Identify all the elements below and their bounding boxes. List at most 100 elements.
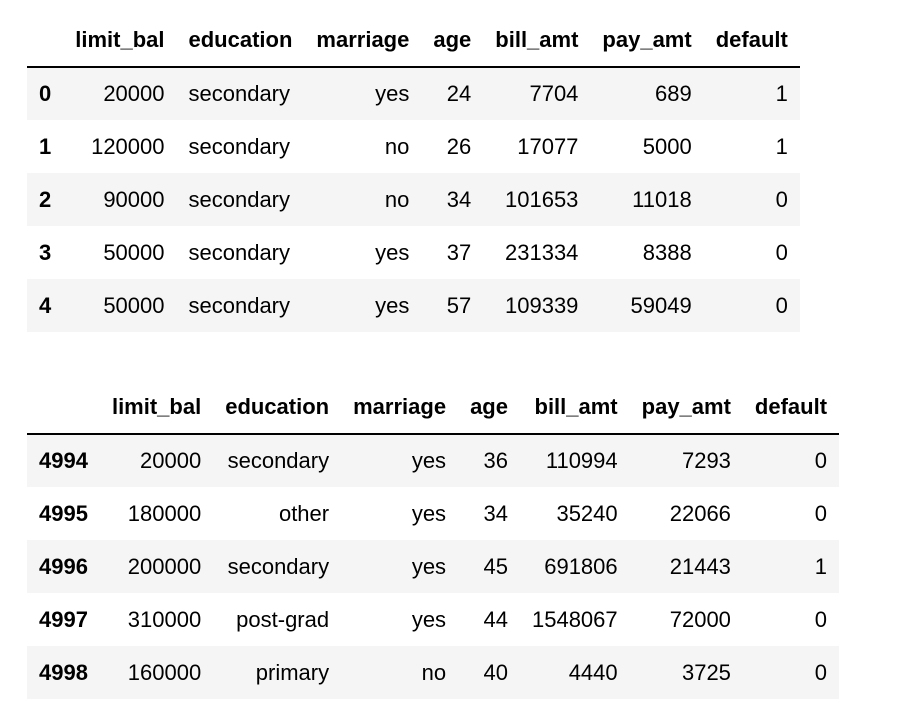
cell-default: 0 <box>814 500 828 526</box>
cell-education: secondary <box>188 81 291 106</box>
cell-age: 34 <box>483 500 508 526</box>
cell-marriage: yes <box>375 81 410 106</box>
cell-default: 0 <box>775 239 788 265</box>
table-row: 3 50000 secondary yes 37 231334 8388 0 <box>27 226 800 279</box>
cell-education: primary <box>255 659 330 685</box>
cell-pay-amt: 72000 <box>669 606 731 632</box>
cell-education: secondary <box>188 133 291 159</box>
cell-bill-amt: 1548067 <box>531 606 618 632</box>
cell-limit-bal: 50000 <box>103 292 165 318</box>
cell-age: 34 <box>446 186 472 212</box>
cell-pay-amt: 7293 <box>681 448 731 473</box>
cell-pay-amt: 5000 <box>642 133 692 159</box>
cell-limit-bal: 200000 <box>127 553 202 579</box>
column-header-limit-bal: limit_bal <box>63 14 177 68</box>
column-header-marriage: marriage <box>341 381 459 435</box>
cell-limit-bal: 90000 <box>103 186 165 212</box>
cell-age: 36 <box>483 448 508 473</box>
table-row: 4997 310000 post-grad yes 44 1548067 720… <box>27 593 839 646</box>
cell-bill-amt: 4440 <box>568 659 618 685</box>
cell-education: secondary <box>188 239 291 265</box>
cell-marriage: yes <box>375 292 410 318</box>
cell-bill-amt: 109339 <box>505 292 579 318</box>
cell-pay-amt: 59049 <box>630 292 692 318</box>
column-header-marriage: marriage <box>304 14 422 68</box>
column-header-limit-bal: limit_bal <box>99 381 214 435</box>
column-header-education: education <box>176 14 305 68</box>
row-index: 4994 <box>39 448 88 473</box>
cell-default: 1 <box>814 553 828 579</box>
cell-education: secondary <box>227 448 330 473</box>
cell-marriage: yes <box>375 239 410 265</box>
cell-bill-amt: 17077 <box>517 133 579 159</box>
row-index: 4997 <box>39 606 88 632</box>
row-index: 2 <box>39 186 52 212</box>
row-index: 1 <box>39 133 52 159</box>
cell-limit-bal: 20000 <box>140 448 202 473</box>
cell-education: secondary <box>227 553 330 579</box>
cell-age: 45 <box>483 553 508 579</box>
column-header-bill-amt: bill_amt <box>519 381 630 435</box>
table-row: 4996 200000 secondary yes 45 691806 2144… <box>27 540 840 593</box>
dataframe-tail-table: limit_bal education marriage age bill_am… <box>27 381 840 699</box>
row-index: 3 <box>39 239 52 265</box>
table-row: 4995 180000 other yes 34 35240 22066 0 <box>27 487 839 540</box>
column-header-age: age <box>458 381 520 435</box>
cell-pay-amt: 689 <box>654 81 692 106</box>
index-header <box>27 14 64 68</box>
cell-bill-amt: 691806 <box>544 553 618 579</box>
header-row: limit_bal education marriage age bill_am… <box>27 14 800 68</box>
table-row: 4998 160000 primary no 40 4440 3725 0 <box>27 646 840 699</box>
cell-default: 0 <box>814 448 828 473</box>
cell-bill-amt: 231334 <box>505 239 579 265</box>
table-row: 0 20000 secondary yes 24 7704 689 1 <box>27 67 800 120</box>
cell-default: 0 <box>775 292 788 318</box>
cell-limit-bal: 180000 <box>127 500 202 526</box>
cell-limit-bal: 20000 <box>103 81 165 106</box>
table-row: 4994 20000 secondary yes 36 110994 7293 … <box>27 434 840 487</box>
cell-pay-amt: 22066 <box>669 500 731 526</box>
cell-marriage: yes <box>411 448 447 473</box>
cell-marriage: no <box>384 186 410 212</box>
cell-education: secondary <box>188 292 291 318</box>
cell-age: 24 <box>446 81 472 106</box>
header-row: limit_bal education marriage age bill_am… <box>27 381 840 435</box>
cell-marriage: yes <box>411 553 447 579</box>
cell-age: 40 <box>483 659 508 685</box>
table-row: 1 120000 secondary no 26 17077 5000 1 <box>27 120 800 173</box>
cell-marriage: no <box>421 659 447 685</box>
cell-bill-amt: 101653 <box>505 186 579 212</box>
table-row: 4 50000 secondary yes 57 109339 59049 0 <box>27 279 800 332</box>
column-header-default: default <box>742 381 840 435</box>
cell-education: secondary <box>188 186 291 212</box>
cell-pay-amt: 8388 <box>642 239 692 265</box>
cell-pay-amt: 11018 <box>632 186 692 212</box>
cell-education: other <box>278 500 330 526</box>
cell-bill-amt: 35240 <box>556 500 618 526</box>
cell-age: 57 <box>446 292 472 318</box>
cell-limit-bal: 50000 <box>103 239 165 265</box>
column-header-pay-amt: pay_amt <box>629 381 743 435</box>
cell-limit-bal: 120000 <box>91 133 165 159</box>
row-index: 0 <box>39 81 52 106</box>
cell-age: 44 <box>483 606 508 632</box>
column-header-default: default <box>703 14 800 68</box>
cell-limit-bal: 310000 <box>127 606 202 632</box>
cell-age: 37 <box>446 239 472 265</box>
cell-bill-amt: 7704 <box>529 81 579 106</box>
cell-default: 0 <box>775 186 788 212</box>
index-header <box>27 381 100 435</box>
cell-limit-bal: 160000 <box>127 659 202 685</box>
row-index: 4996 <box>39 553 88 579</box>
cell-pay-amt: 21443 <box>669 553 731 579</box>
cell-marriage: yes <box>411 606 447 632</box>
cell-default: 1 <box>775 133 788 159</box>
cell-age: 26 <box>446 133 472 159</box>
column-header-age: age <box>421 14 484 68</box>
column-header-pay-amt: pay_amt <box>590 14 704 68</box>
cell-marriage: yes <box>411 500 447 526</box>
cell-education: post-grad <box>236 606 330 632</box>
column-header-bill-amt: bill_amt <box>483 14 591 68</box>
cell-default: 0 <box>814 606 828 632</box>
dataframe-head-table: limit_bal education marriage age bill_am… <box>27 14 800 332</box>
